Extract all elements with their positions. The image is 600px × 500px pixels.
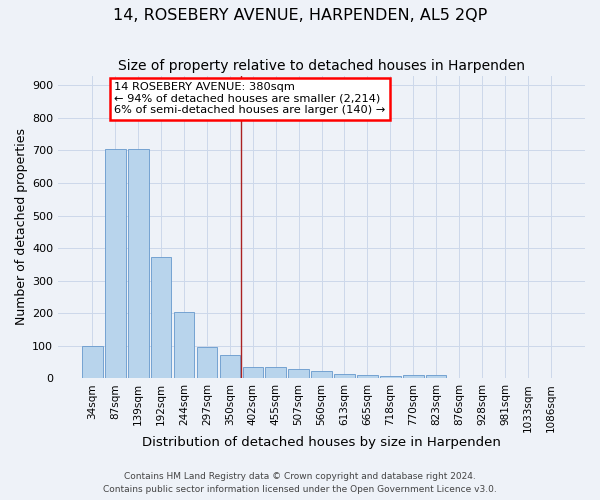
Title: Size of property relative to detached houses in Harpenden: Size of property relative to detached ho… [118,59,525,73]
Bar [289,369,309,378]
Bar [426,375,446,378]
Bar [151,257,172,378]
Bar [265,367,286,378]
Y-axis label: Number of detached properties: Number of detached properties [15,128,28,326]
Bar [197,347,217,378]
Bar [82,346,103,378]
Bar [128,150,149,378]
Bar [380,376,401,378]
Bar [357,375,378,378]
Bar [242,367,263,378]
Bar [311,371,332,378]
Bar [334,374,355,378]
Bar [105,150,125,378]
Text: Contains HM Land Registry data © Crown copyright and database right 2024.
Contai: Contains HM Land Registry data © Crown c… [103,472,497,494]
Text: 14 ROSEBERY AVENUE: 380sqm
← 94% of detached houses are smaller (2,214)
6% of se: 14 ROSEBERY AVENUE: 380sqm ← 94% of deta… [114,82,385,116]
Bar [220,354,240,378]
Bar [174,312,194,378]
X-axis label: Distribution of detached houses by size in Harpenden: Distribution of detached houses by size … [142,436,501,449]
Bar [403,375,424,378]
Text: 14, ROSEBERY AVENUE, HARPENDEN, AL5 2QP: 14, ROSEBERY AVENUE, HARPENDEN, AL5 2QP [113,8,487,22]
